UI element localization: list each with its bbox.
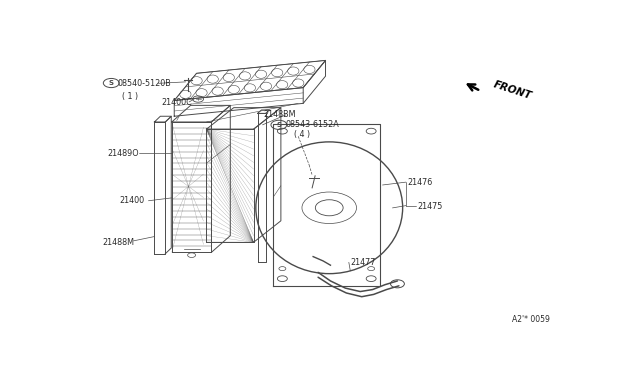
Text: 21475: 21475 bbox=[417, 202, 443, 211]
Text: 08540-5120B: 08540-5120B bbox=[117, 79, 171, 88]
Text: S: S bbox=[109, 80, 114, 86]
Text: ( 1 ): ( 1 ) bbox=[122, 92, 138, 101]
Text: 21477: 21477 bbox=[350, 259, 376, 267]
Text: 21476: 21476 bbox=[408, 178, 433, 187]
Text: A2'* 0059: A2'* 0059 bbox=[511, 315, 549, 324]
Text: 21400: 21400 bbox=[120, 196, 145, 205]
Text: FRONT: FRONT bbox=[492, 79, 532, 101]
Text: 21489O: 21489O bbox=[108, 149, 139, 158]
Text: 08543-6152A: 08543-6152A bbox=[286, 121, 340, 129]
Text: ( 4 ): ( 4 ) bbox=[294, 130, 310, 140]
Text: 21400C: 21400C bbox=[162, 98, 193, 107]
Text: 21488M: 21488M bbox=[102, 238, 134, 247]
Text: S: S bbox=[276, 122, 282, 128]
Text: 2148BM: 2148BM bbox=[264, 110, 296, 119]
